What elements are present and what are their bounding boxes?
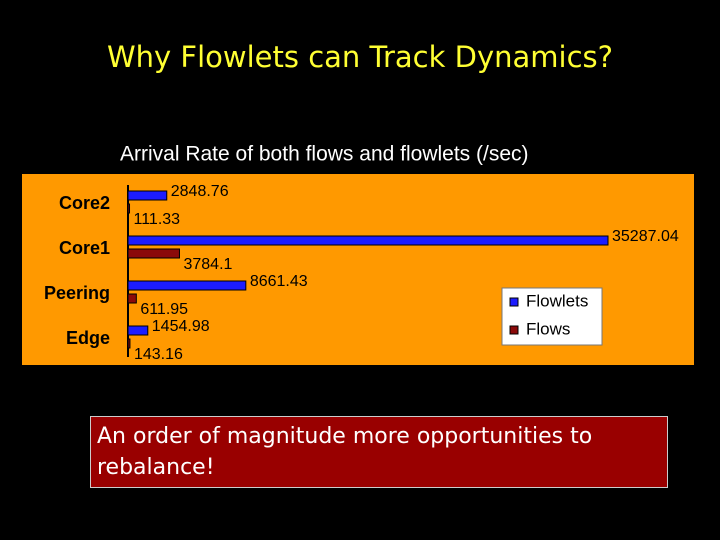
bar xyxy=(127,235,609,246)
bar xyxy=(127,190,168,201)
legend-swatch xyxy=(509,325,519,335)
callout: An order of magnitude more opportunities… xyxy=(90,416,668,488)
y-tick-label: Core2 xyxy=(59,193,110,213)
bar xyxy=(127,280,247,291)
value-label: 3784.1 xyxy=(183,256,232,273)
legend-label: Flowlets xyxy=(526,291,588,310)
legend-swatch xyxy=(509,297,519,307)
legend-box xyxy=(501,287,603,346)
value-label: 611.95 xyxy=(140,301,188,318)
bar xyxy=(127,338,131,349)
chart: Arrival Rate of both flows and flowlets … xyxy=(22,143,694,365)
y-tick-label: Core1 xyxy=(59,238,110,258)
value-label: 111.33 xyxy=(134,211,181,228)
value-label: 1454.98 xyxy=(152,318,210,335)
value-label: 143.16 xyxy=(134,346,183,363)
y-tick-label: Peering xyxy=(44,283,110,303)
y-tick-label: Edge xyxy=(66,328,110,348)
bar xyxy=(127,203,131,214)
bar xyxy=(127,293,137,304)
slide-title: Why Flowlets can Track Dynamics? xyxy=(106,40,614,74)
value-label: 35287.04 xyxy=(612,228,679,245)
chart-title: Arrival Rate of both flows and flowlets … xyxy=(120,143,529,166)
bar xyxy=(127,325,149,336)
legend-label: Flows xyxy=(526,319,570,338)
value-label: 8661.43 xyxy=(250,273,308,290)
value-label: 2848.76 xyxy=(171,183,229,200)
bar xyxy=(127,248,180,259)
